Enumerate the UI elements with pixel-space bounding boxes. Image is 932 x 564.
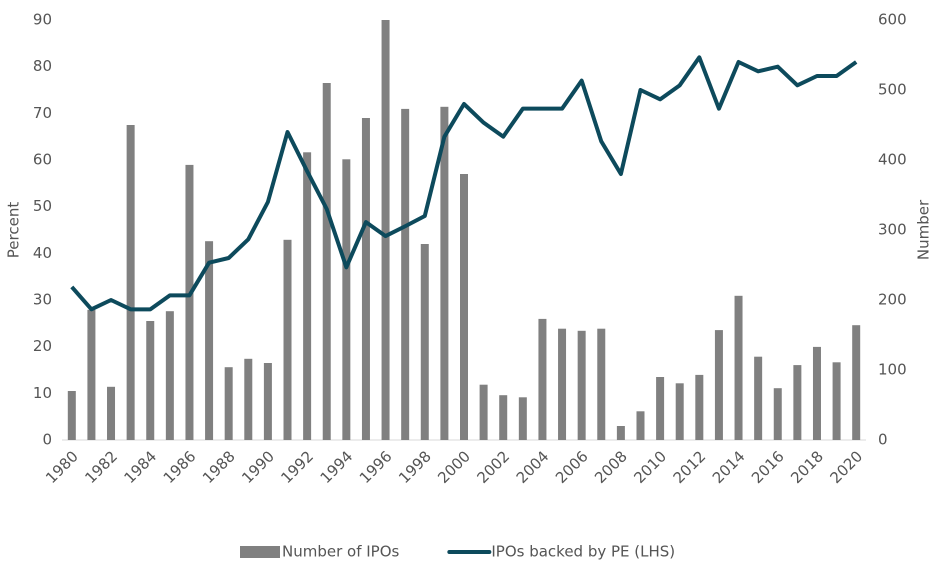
x-tick-label: 2010 xyxy=(630,447,670,487)
y-tick-label: 50 xyxy=(33,197,52,215)
x-tick-label: 1996 xyxy=(356,447,396,487)
bar xyxy=(636,411,645,440)
x-tick-label: 2008 xyxy=(591,447,631,487)
x-tick-label: 2020 xyxy=(826,447,866,487)
y-tick-label: 70 xyxy=(33,104,52,122)
bar xyxy=(734,295,743,440)
bar xyxy=(322,83,331,440)
x-tick-label: 1984 xyxy=(121,447,161,487)
bar xyxy=(224,367,233,440)
x-tick-label: 2004 xyxy=(513,447,553,487)
y-tick-label: 10 xyxy=(33,384,52,402)
y2-tick-label: 500 xyxy=(878,81,907,99)
y-tick-label: 20 xyxy=(33,337,52,355)
bar xyxy=(538,318,547,440)
line xyxy=(70,55,858,312)
y2-tick-label: 0 xyxy=(878,431,888,449)
x-tick-label: 2016 xyxy=(748,447,788,487)
bar xyxy=(205,241,214,440)
bar xyxy=(479,384,488,440)
bar xyxy=(303,152,312,441)
bar xyxy=(460,174,468,440)
bar xyxy=(499,395,508,440)
x-tick-label: 1980 xyxy=(42,447,82,487)
bar xyxy=(185,164,194,440)
bar xyxy=(793,365,802,440)
bar xyxy=(597,328,606,440)
x-tick-label: 2006 xyxy=(552,447,592,487)
x-tick-label: 1998 xyxy=(395,447,435,487)
x-tick-label: 1982 xyxy=(81,447,121,487)
bar xyxy=(832,362,841,440)
bar xyxy=(165,311,174,440)
bar xyxy=(754,356,763,440)
y2-tick-label: 200 xyxy=(878,291,907,309)
x-tick-label: 1988 xyxy=(199,447,239,487)
bar xyxy=(87,309,96,440)
bar xyxy=(244,358,253,440)
bar xyxy=(342,159,351,441)
y-tick-label: 0 xyxy=(42,431,52,449)
y2-tick-label: 100 xyxy=(878,361,907,379)
y-tick-label: 80 xyxy=(33,57,52,75)
x-tick-label: 1992 xyxy=(277,447,317,487)
y-tick-label: 60 xyxy=(33,151,52,169)
bar xyxy=(420,244,429,440)
bar xyxy=(401,108,410,441)
y-tick-label: 40 xyxy=(33,244,52,262)
bar xyxy=(714,330,723,440)
bar xyxy=(773,388,782,440)
x-tick-label: 2014 xyxy=(709,447,749,487)
bar xyxy=(263,363,272,440)
legend-swatch xyxy=(240,546,280,558)
bar xyxy=(812,346,821,440)
bar xyxy=(67,391,76,440)
x-tick-label: 2012 xyxy=(670,447,710,487)
bar xyxy=(146,321,155,440)
x-tick-label: 2000 xyxy=(434,447,474,487)
bar xyxy=(852,325,861,440)
bar xyxy=(675,383,684,440)
x-tick-label: 2002 xyxy=(473,447,513,487)
y-tick-label: 90 xyxy=(33,11,52,29)
y2-tick-label: 400 xyxy=(878,151,907,169)
bar xyxy=(558,328,567,440)
bar xyxy=(440,106,449,441)
bar xyxy=(283,239,292,440)
bar xyxy=(107,386,116,440)
x-tick-label: 1986 xyxy=(160,447,200,487)
bar xyxy=(361,118,370,440)
bar xyxy=(656,377,665,440)
bar xyxy=(126,125,135,440)
bar xyxy=(695,374,704,440)
legend-label: Number of IPOs xyxy=(282,543,400,561)
bar xyxy=(381,20,390,440)
x-tick-label: 2018 xyxy=(787,447,827,487)
bar xyxy=(518,397,527,440)
y-axis-label: Percent xyxy=(5,202,23,259)
x-tick-label: 1994 xyxy=(317,447,357,487)
bar xyxy=(616,426,625,440)
x-tick-label: 1990 xyxy=(238,447,278,487)
y2-tick-label: 300 xyxy=(878,221,907,239)
legend-label: IPOs backed by PE (LHS) xyxy=(491,543,675,561)
bar xyxy=(577,330,586,440)
y2-axis-label: Number xyxy=(915,199,932,260)
y-tick-label: 30 xyxy=(33,291,52,309)
y2-tick-label: 600 xyxy=(878,11,907,29)
